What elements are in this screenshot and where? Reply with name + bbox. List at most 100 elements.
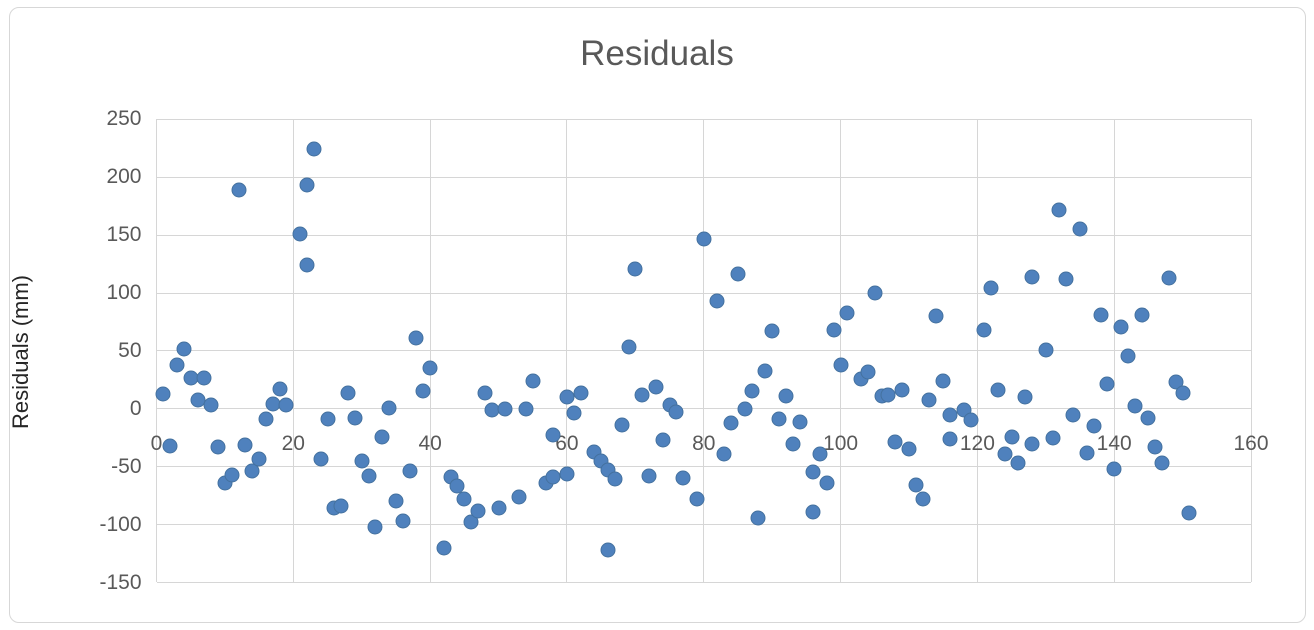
data-point[interactable] <box>381 400 397 416</box>
data-point[interactable] <box>1093 307 1108 323</box>
data-point[interactable] <box>928 308 944 324</box>
data-point[interactable] <box>1175 385 1191 401</box>
data-point[interactable] <box>648 379 664 395</box>
data-point[interactable] <box>525 373 541 389</box>
data-point[interactable] <box>354 453 370 469</box>
data-point[interactable] <box>750 510 766 526</box>
data-point[interactable] <box>210 439 226 455</box>
data-point[interactable] <box>299 257 315 273</box>
data-point[interactable] <box>278 397 294 413</box>
data-point[interactable] <box>1045 430 1061 446</box>
data-point[interactable] <box>1024 269 1040 285</box>
data-point[interactable] <box>1161 270 1177 286</box>
data-point[interactable] <box>757 363 773 379</box>
data-point[interactable] <box>723 415 739 431</box>
data-point[interactable] <box>901 441 917 457</box>
data-point[interactable] <box>477 385 493 401</box>
data-point[interactable] <box>258 411 274 427</box>
data-point[interactable] <box>1004 429 1020 445</box>
data-point[interactable] <box>867 285 883 301</box>
data-point[interactable] <box>422 360 438 376</box>
data-point[interactable] <box>1024 436 1040 452</box>
data-point[interactable] <box>621 339 636 355</box>
data-point[interactable] <box>511 489 527 505</box>
data-point[interactable] <box>306 141 322 157</box>
data-point[interactable] <box>573 385 589 401</box>
data-point[interactable] <box>176 341 192 357</box>
data-point[interactable] <box>1099 376 1115 392</box>
data-point[interactable] <box>402 463 418 479</box>
data-point[interactable] <box>764 323 780 339</box>
data-point[interactable] <box>812 446 828 462</box>
data-point[interactable] <box>559 466 575 482</box>
data-point[interactable] <box>361 468 377 484</box>
data-point[interactable] <box>689 491 705 507</box>
data-point[interactable] <box>1058 271 1074 287</box>
data-point[interactable] <box>1181 505 1197 521</box>
data-point[interactable] <box>641 468 657 484</box>
data-point[interactable] <box>169 357 185 373</box>
data-point[interactable] <box>655 432 671 448</box>
data-point[interactable] <box>299 177 315 193</box>
data-point[interactable] <box>1017 389 1033 405</box>
data-point[interactable] <box>819 475 835 491</box>
data-point[interactable] <box>1079 445 1095 461</box>
data-point[interactable] <box>456 491 472 507</box>
data-point[interactable] <box>860 364 876 380</box>
data-point[interactable] <box>1038 342 1054 358</box>
data-point[interactable] <box>1065 407 1081 423</box>
data-point[interactable] <box>1051 202 1067 218</box>
data-point[interactable] <box>908 477 924 493</box>
data-point[interactable] <box>395 513 411 529</box>
data-point[interactable] <box>737 401 753 417</box>
data-point[interactable] <box>518 401 534 417</box>
data-point[interactable] <box>963 412 979 428</box>
data-point[interactable] <box>921 392 937 408</box>
data-point[interactable] <box>990 382 1006 398</box>
data-point[interactable] <box>1010 455 1026 471</box>
data-point[interactable] <box>237 437 253 453</box>
data-point[interactable] <box>778 388 794 404</box>
data-point[interactable] <box>839 305 855 321</box>
data-point[interactable] <box>1134 307 1150 323</box>
data-point[interactable] <box>196 370 212 386</box>
data-point[interactable] <box>484 402 500 418</box>
data-point[interactable] <box>668 404 684 420</box>
data-point[interactable] <box>1086 418 1102 434</box>
data-point[interactable] <box>1154 455 1170 471</box>
data-point[interactable] <box>833 357 849 373</box>
data-point[interactable] <box>976 322 992 338</box>
data-point[interactable] <box>1072 221 1088 237</box>
data-point[interactable] <box>942 431 958 447</box>
data-point[interactable] <box>716 446 732 462</box>
data-point[interactable] <box>607 471 623 487</box>
data-point[interactable] <box>408 330 424 346</box>
chart-frame[interactable] <box>9 7 1306 623</box>
data-point[interactable] <box>887 434 903 450</box>
data-point[interactable] <box>231 182 247 198</box>
data-point[interactable] <box>415 383 431 399</box>
data-point[interactable] <box>320 411 336 427</box>
data-point[interactable] <box>244 463 260 479</box>
data-point[interactable] <box>272 381 288 397</box>
data-point[interactable] <box>935 373 951 389</box>
data-point[interactable] <box>224 467 240 483</box>
data-point[interactable] <box>805 504 821 520</box>
data-point[interactable] <box>614 417 630 433</box>
data-point[interactable] <box>497 401 513 417</box>
data-point[interactable] <box>675 470 691 486</box>
data-point[interactable] <box>470 503 486 519</box>
data-point[interactable] <box>627 261 643 277</box>
data-point[interactable] <box>545 427 561 443</box>
data-point[interactable] <box>162 438 178 454</box>
data-point[interactable] <box>436 540 452 556</box>
data-point[interactable] <box>491 500 507 516</box>
data-point[interactable] <box>367 519 383 535</box>
data-point[interactable] <box>634 387 650 403</box>
data-point[interactable] <box>1120 348 1136 364</box>
data-point[interactable] <box>983 280 999 296</box>
data-point[interactable] <box>292 226 308 242</box>
data-point[interactable] <box>251 451 267 467</box>
data-point[interactable] <box>792 414 808 430</box>
